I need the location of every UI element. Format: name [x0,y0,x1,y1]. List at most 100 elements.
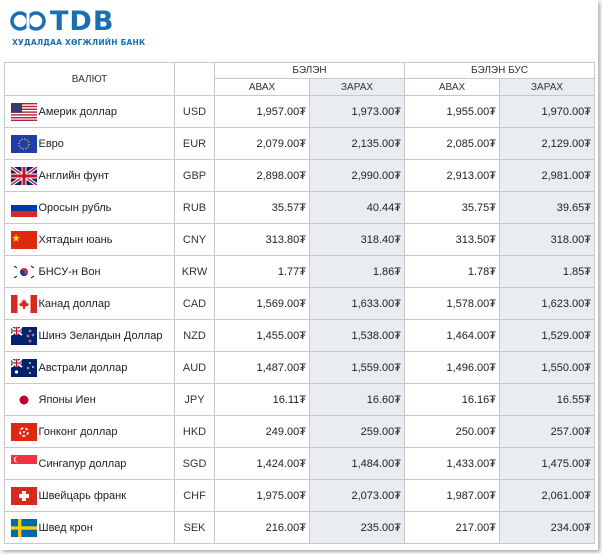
noncash-sell-rate: 1,970.00₮ [499,95,596,128]
cash-header: БЭЛЭН [214,62,406,79]
flag-cell [4,95,39,128]
currency-code: CHF [174,479,216,512]
cash-buy-rate: 35.57₮ [214,191,311,224]
noncash-sell-rate: 2,061.00₮ [499,479,596,512]
cash-buy-rate: 216.00₮ [214,511,311,544]
table-row: Америк доллар USD 1,957.00₮ 1,973.00₮ 1,955.… [4,95,596,128]
code-header [174,62,216,96]
noncash-sell-rate: 16.55₮ [499,383,596,416]
cash-buy-rate: 1,957.00₮ [214,95,311,128]
currency-code: JPY [174,383,216,416]
cash-sell-rate: 1,559.00₮ [309,351,406,384]
cash-buy-rate: 1,487.00₮ [214,351,311,384]
flag-cell [4,255,39,288]
noncash-buy-rate: 1,955.00₮ [404,95,501,128]
noncash-sell-header: ЗАРАХ [499,78,596,96]
flag-cell [4,287,39,320]
cash-buy-rate: 1,455.00₮ [214,319,311,352]
cash-buy-rate: 1,569.00₮ [214,287,311,320]
noncash-buy-rate: 1,433.00₮ [404,447,501,480]
cash-sell-rate: 259.00₮ [309,415,406,448]
noncash-sell-rate: 318.00₮ [499,223,596,256]
currency-code: SGD [174,447,216,480]
cash-buy-rate: 1,975.00₮ [214,479,311,512]
noncash-buy-rate: 1.78₮ [404,255,501,288]
cash-buy-rate: 1.77₮ [214,255,311,288]
ch-flag-icon [11,486,37,505]
table-row: Канад доллар CAD 1,569.00₮ 1,633.00₮ 1,578.0… [4,287,596,320]
noncash-sell-rate: 1,550.00₮ [499,351,596,384]
cash-buy-rate: 16.11₮ [214,383,311,416]
cash-sell-rate: 1,973.00₮ [309,95,406,128]
currency-name: Английн фунт [38,159,176,192]
table-row: Английн фунт GBP 2,898.00₮ 2,990.00₮ 2,913.0… [4,159,596,192]
sg-flag-icon [11,454,37,473]
cash-sell-rate: 40.44₮ [309,191,406,224]
currency-code: CAD [174,287,216,320]
currency-name: Гонконг доллар [38,415,176,448]
table-row: БНСУ-н Вон KRW 1.77₮ 1.86₮ 1.78₮ 1.85₮ [4,255,596,288]
noncash-sell-rate: 1,475.00₮ [499,447,596,480]
cash-sell-rate: 2,073.00₮ [309,479,406,512]
noncash-sell-rate: 234.00₮ [499,511,596,544]
cash-buy-rate: 2,898.00₮ [214,159,311,192]
noncash-buy-rate: 2,913.00₮ [404,159,501,192]
noncash-buy-rate: 1,496.00₮ [404,351,501,384]
currency-name: Америк доллар [38,95,176,128]
gb-flag-icon [11,166,37,185]
noncash-buy-rate: 217.00₮ [404,511,501,544]
currency-name: Хятадын юань [38,223,176,256]
tdb-logo-icon [10,11,46,31]
table-row: Евро EUR 2,079.00₮ 2,135.00₮ 2,085.00₮ 2,129.… [4,127,596,160]
se-flag-icon [11,518,37,537]
currency-name: Швейцарь франк [38,479,176,512]
cash-sell-header: ЗАРАХ [309,78,406,96]
brand-subtitle: ХУДАЛДАА ХӨГЖЛИЙН БАНК [12,38,146,47]
cash-buy-rate: 249.00₮ [214,415,311,448]
noncash-buy-rate: 250.00₮ [404,415,501,448]
flag-cell [4,319,39,352]
currency-name: БНСУ-н Вон [38,255,176,288]
cash-sell-rate: 2,135.00₮ [309,127,406,160]
currency-code: EUR [174,127,216,160]
flag-cell [4,223,39,256]
cn-flag-icon [11,230,37,249]
currency-code: AUD [174,351,216,384]
flag-cell [4,351,39,384]
noncash-buy-rate: 313.50₮ [404,223,501,256]
exchange-rate-table: ВАЛЮТ БЭЛЭН БЭЛЭН БУС АВАХ ЗАРАХ АВАХ ЗА… [3,62,596,544]
cash-sell-rate: 2,990.00₮ [309,159,406,192]
table-row: Швейцарь франк CHF 1,975.00₮ 2,073.00₮ 1,987… [4,479,596,512]
currency-name: Сингапур доллар [38,447,176,480]
currency-name: Оросын рубль [38,191,176,224]
noncash-buy-header: АВАХ [404,78,501,96]
hk-flag-icon [11,422,37,441]
noncash-buy-rate: 1,578.00₮ [404,287,501,320]
flag-cell [4,191,39,224]
table-row: Японы Иен JPY 16.11₮ 16.60₮ 16.16₮ 16.55₮ [4,383,596,416]
cash-sell-rate: 318.40₮ [309,223,406,256]
currency-code: SEK [174,511,216,544]
table-row: Гонконг доллар HKD 249.00₮ 259.00₮ 250.00₮ 25… [4,415,596,448]
cash-buy-rate: 1,424.00₮ [214,447,311,480]
table-row: Шинэ Зеландын Доллар NZD 1,455.00₮ 1,538.00… [4,319,596,352]
cash-sell-rate: 1,633.00₮ [309,287,406,320]
table-row: Сингапур доллар SGD 1,424.00₮ 1,484.00₮ 1,43… [4,447,596,480]
noncash-sell-rate: 1.85₮ [499,255,596,288]
noncash-sell-rate: 1,529.00₮ [499,319,596,352]
au-flag-icon [11,358,37,377]
us-flag-icon [11,102,37,121]
ru-flag-icon [11,198,37,217]
noncash-buy-rate: 16.16₮ [404,383,501,416]
currency-name: Японы Иен [38,383,176,416]
cash-sell-rate: 1,484.00₮ [309,447,406,480]
currency-name: Евро [38,127,176,160]
flag-cell [4,415,39,448]
flag-cell [4,159,39,192]
cash-sell-rate: 1,538.00₮ [309,319,406,352]
noncash-sell-rate: 257.00₮ [499,415,596,448]
flag-cell [4,383,39,416]
currency-code: GBP [174,159,216,192]
cash-sell-rate: 1.86₮ [309,255,406,288]
